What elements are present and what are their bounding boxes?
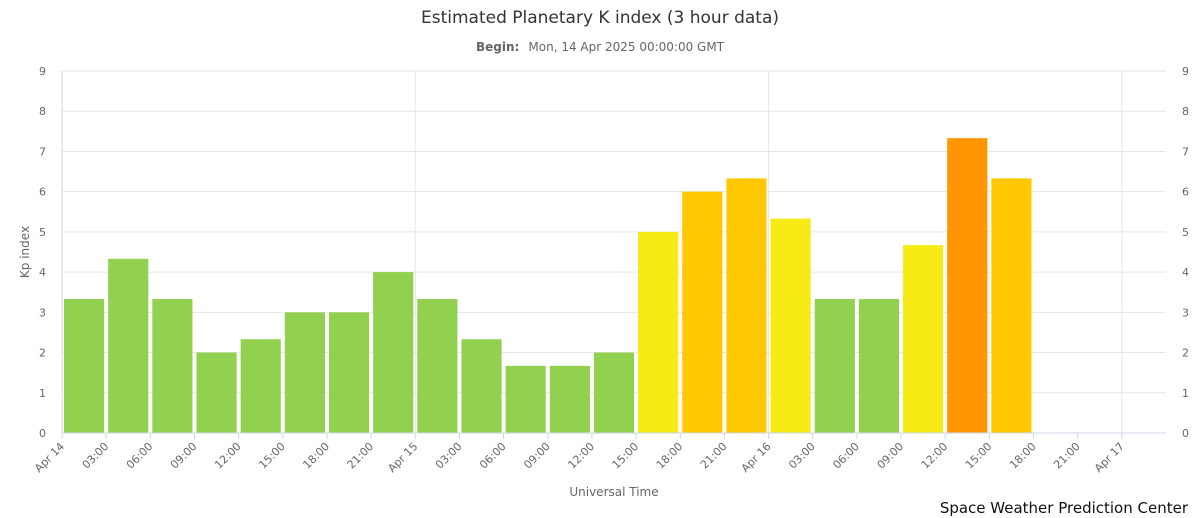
x-tick-label: 03:00 [786, 440, 818, 472]
kp-bar[interactable] [991, 178, 1032, 433]
kp-bar[interactable] [240, 339, 281, 433]
kp-bar[interactable] [328, 312, 370, 433]
y-axis-right-ticks: 0 1 2 3 4 5 6 7 8 9 [1182, 65, 1189, 440]
kp-bar[interactable] [152, 299, 193, 433]
x-tick-label: Apr 17 [1092, 440, 1127, 475]
x-tick-label: 06:00 [124, 440, 156, 472]
y-tick-label-left: 4 [39, 266, 46, 279]
x-tick-label: 09:00 [875, 440, 907, 472]
x-axis-ticks: Apr 14 03:00 06:00 09:00 12:00 15:00 18:00 21:0… [32, 433, 1127, 475]
x-tick-label: Apr 14 [32, 440, 67, 475]
kp-bar[interactable] [461, 339, 502, 433]
credit-text: Space Weather Prediction Center [940, 499, 1189, 517]
x-tick-label: 06:00 [477, 440, 509, 472]
y-tick-label-left: 3 [39, 306, 46, 319]
kp-bar[interactable] [373, 272, 414, 433]
y-tick-label-left: 9 [39, 65, 46, 78]
x-tick-label: 12:00 [565, 440, 597, 472]
kp-bar[interactable] [814, 299, 855, 433]
x-tick-label: 21:00 [345, 440, 377, 472]
y-tick-label-right: 6 [1182, 186, 1189, 199]
kp-bar[interactable] [108, 258, 149, 433]
kp-bar[interactable] [196, 352, 237, 433]
kp-bar[interactable] [947, 138, 988, 433]
y-tick-label-right: 3 [1182, 306, 1189, 319]
y-tick-label-left: 1 [39, 387, 46, 400]
y-tick-label-left: 2 [39, 347, 46, 360]
axes [61, 71, 1166, 434]
chart-subtitle: Begin: Mon, 14 Apr 2025 00:00:00 GMT [476, 36, 725, 55]
kp-bar[interactable] [726, 178, 767, 433]
x-tick-label: 18:00 [300, 440, 332, 472]
y-tick-label-left: 7 [39, 145, 46, 158]
x-tick-label: 18:00 [1007, 440, 1039, 472]
bars [64, 138, 1032, 433]
kp-bar[interactable] [770, 218, 811, 433]
kp-bar[interactable] [682, 191, 723, 433]
x-tick-label: 12:00 [919, 440, 951, 472]
y-axis-left-ticks: 0 1 2 3 4 5 6 7 8 9 [39, 65, 46, 440]
y-tick-label-left: 8 [39, 105, 46, 118]
x-tick-label: 21:00 [698, 440, 730, 472]
kp-bar[interactable] [417, 299, 458, 433]
kp-bar[interactable] [505, 365, 546, 433]
x-tick-label: Apr 16 [739, 440, 774, 475]
subtitle-value: Mon, 14 Apr 2025 00:00:00 GMT [528, 40, 724, 54]
y-tick-label-right: 5 [1182, 226, 1189, 239]
chart-title: Estimated Planetary K index (3 hour data… [421, 8, 779, 28]
kp-bar[interactable] [64, 299, 105, 433]
y-tick-label-left: 5 [39, 226, 46, 239]
x-axis-title: Universal Time [569, 485, 658, 499]
x-tick-label: 15:00 [610, 440, 642, 472]
x-tick-label: 03:00 [80, 440, 112, 472]
y-tick-label-right: 9 [1182, 65, 1189, 78]
y-tick-label-right: 0 [1182, 427, 1189, 440]
x-tick-label: 09:00 [168, 440, 200, 472]
y-tick-label-right: 1 [1182, 387, 1189, 400]
y-axis-title: Kp index [18, 226, 32, 278]
x-tick-label: 18:00 [654, 440, 686, 472]
x-tick-label: 15:00 [256, 440, 288, 472]
y-tick-label-right: 4 [1182, 266, 1189, 279]
y-tick-label-right: 2 [1182, 347, 1189, 360]
x-tick-label: 03:00 [433, 440, 465, 472]
y-tick-label-right: 8 [1182, 105, 1189, 118]
kp-bar[interactable] [593, 352, 635, 433]
x-tick-label: 06:00 [830, 440, 862, 472]
kp-bar[interactable] [549, 365, 590, 433]
subtitle-label: Begin: [476, 40, 519, 54]
y-tick-label-right: 7 [1182, 145, 1189, 158]
y-tick-label-left: 0 [39, 427, 46, 440]
x-tick-label: 12:00 [212, 440, 244, 472]
x-tick-label: 15:00 [963, 440, 995, 472]
kp-bar[interactable] [858, 299, 900, 433]
x-tick-label: Apr 15 [385, 440, 420, 475]
x-tick-label: 21:00 [1051, 440, 1083, 472]
kp-bar[interactable] [284, 312, 325, 433]
x-tick-label: 09:00 [521, 440, 553, 472]
kp-bar[interactable] [638, 231, 679, 433]
y-tick-label-left: 6 [39, 186, 46, 199]
kp-bar[interactable] [903, 245, 944, 433]
